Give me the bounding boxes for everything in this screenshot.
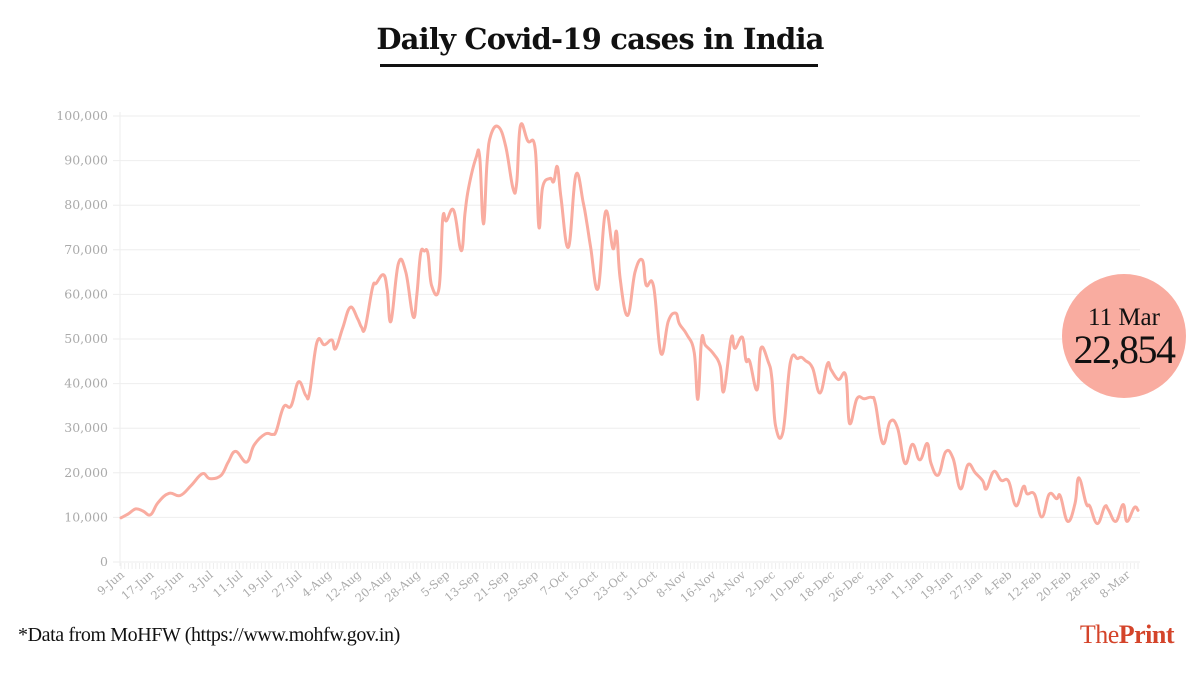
x-tick-label: 8-Mar <box>1097 567 1133 601</box>
x-tick-label: 19-Jan <box>918 567 956 602</box>
y-tick-label: 20,000 <box>64 465 108 480</box>
x-tick-label: 19-Jul <box>240 567 275 600</box>
x-tick-label: 11-Jul <box>210 567 245 600</box>
x-tick-label: 25-Jun <box>148 567 187 602</box>
y-axis: 0 10,000 20,000 30,000 40,000 50,000 60,000 70,… <box>56 108 108 569</box>
chart-title: Daily Covid-19 cases in India <box>376 22 824 56</box>
y-tick-label: 80,000 <box>64 197 108 212</box>
y-tick-label: 40,000 <box>64 376 108 391</box>
callout-bubble: 11 Mar 22,854 <box>1062 274 1186 398</box>
y-tick-label: 0 <box>100 554 108 569</box>
y-tick-label: 10,000 <box>64 509 108 524</box>
x-tick-label: 17-Jun <box>118 567 157 602</box>
callout-value: 22,854 <box>1074 327 1177 372</box>
data-source-note: *Data from MoHFW (https://www.mohfw.gov.… <box>18 624 400 646</box>
title-underline <box>380 64 818 67</box>
theprint-logo: ThePrint <box>1079 620 1175 650</box>
x-tick-label: 28-Feb <box>1064 568 1104 604</box>
callout-circle <box>1062 274 1186 398</box>
series-layer <box>119 122 1140 526</box>
x-tick-label: 11-Jan <box>888 567 926 602</box>
series-line-daily-cases <box>119 122 1140 526</box>
y-tick-label: 70,000 <box>64 242 108 257</box>
y-tick-label: 50,000 <box>64 331 108 346</box>
y-tick-label: 30,000 <box>64 420 108 435</box>
logo-print: Print <box>1118 620 1175 649</box>
gridlines <box>113 112 1140 566</box>
logo-the: The <box>1079 620 1119 649</box>
callout-date: 11 Mar <box>1088 304 1161 331</box>
y-tick-label: 90,000 <box>64 153 108 168</box>
y-tick-label: 100,000 <box>56 108 108 123</box>
x-tick-label: 27-Jan <box>947 567 985 602</box>
x-tick-label: 31-Oct <box>621 567 660 603</box>
y-tick-label: 60,000 <box>64 286 108 301</box>
x-tick-label: 27-Jul <box>269 567 304 600</box>
